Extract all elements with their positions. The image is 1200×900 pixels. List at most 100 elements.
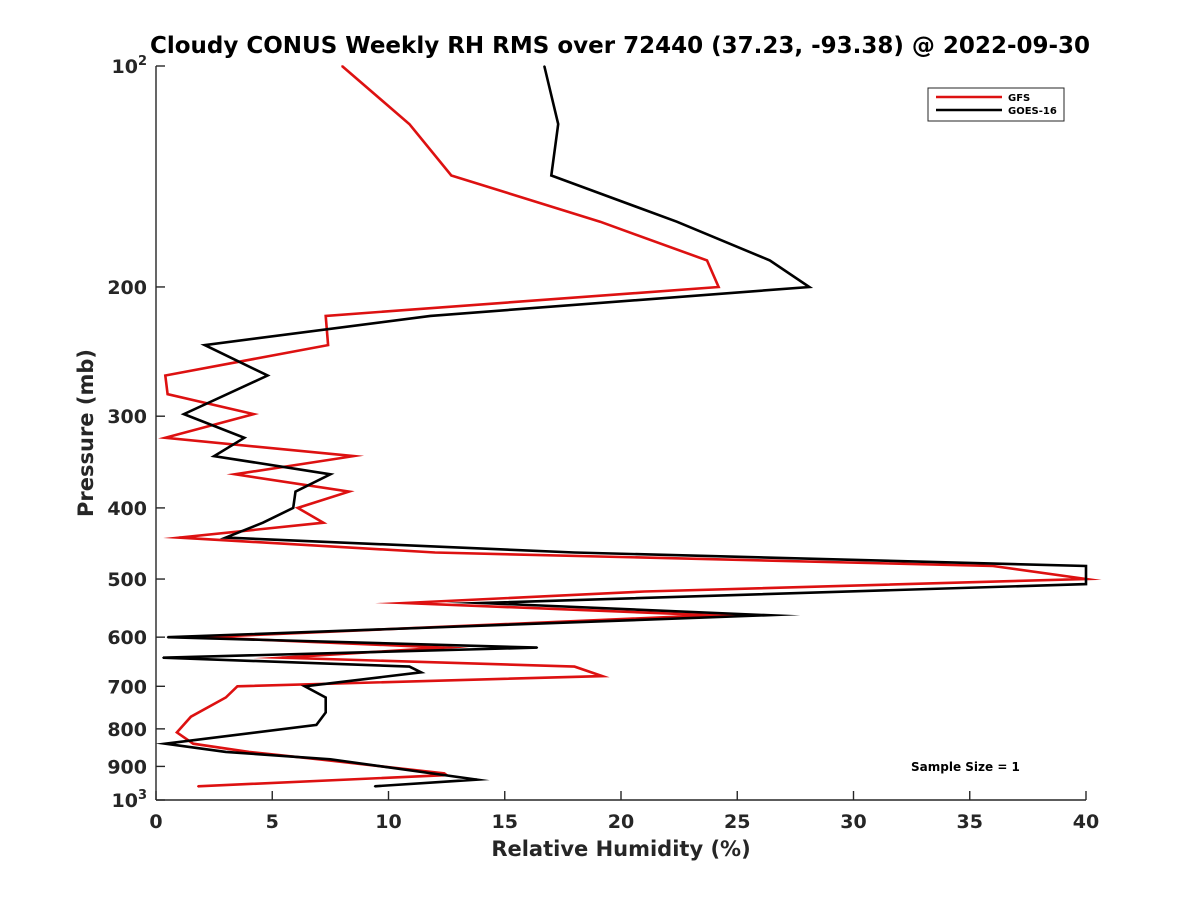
x-tick-label-30: 30: [840, 811, 866, 833]
data-point-gfs-13: [234, 473, 236, 476]
data-point-goes16-3: [676, 220, 678, 223]
chart-title: Cloudy CONUS Weekly RH RMS over 72440 (3…: [150, 33, 1090, 59]
series-line-goes16: [155, 65, 1088, 788]
data-point-gfs-23: [710, 614, 713, 616]
ticks-layer: 0 5 10 15 20 25 30 35 40 102 200 300 400 500 600 700 800…: [107, 54, 1099, 833]
data-point-gfs-3: [599, 220, 601, 223]
data-point-goes16-1: [557, 123, 559, 125]
x-tick-label-15: 15: [492, 811, 518, 833]
data-point-goes16-5: [808, 286, 811, 288]
data-point-gfs-33: [192, 742, 194, 745]
x-tick-label-35: 35: [957, 811, 983, 833]
series-line-gfs: [158, 65, 1102, 788]
data-point-gfs-38: [197, 785, 199, 788]
y-tick-label-100: 102: [112, 54, 148, 78]
data-point-goes16-17: [573, 551, 576, 554]
y-tick-label-200: 200: [107, 277, 147, 299]
data-point-goes16-10: [243, 437, 246, 439]
data-point-goes16-6: [429, 315, 432, 317]
x-axis-label: Relative Humidity (%): [491, 837, 750, 861]
data-point-gfs-2: [450, 174, 453, 177]
x-tick-label-20: 20: [608, 811, 634, 833]
data-point-goes16-9: [183, 413, 185, 415]
data-point-gfs-31: [190, 715, 192, 718]
data-point-goes16-23: [536, 646, 539, 649]
legend-label-goes16: GOES-16: [1008, 106, 1057, 117]
data-point-gfs-7: [327, 344, 329, 346]
y-tick-label-1000: 103: [112, 788, 148, 812]
data-point-gfs-28: [601, 675, 604, 677]
data-point-gfs-1: [408, 123, 411, 125]
data-point-gfs-17: [178, 536, 181, 539]
legend: GFS GOES-16: [927, 87, 1065, 122]
data-point-gfs-11: [164, 437, 167, 439]
data-point-goes16-26: [420, 671, 422, 674]
axes-layer: [155, 66, 1086, 801]
data-point-goes16-4: [769, 259, 771, 262]
data-point-gfs-8: [164, 374, 167, 377]
data-point-goes16-24: [162, 656, 164, 659]
data-point-goes16-31: [164, 742, 167, 745]
data-point-gfs-5: [717, 286, 720, 288]
data-point-gfs-6: [324, 315, 327, 317]
y-tick-label-800: 800: [107, 719, 147, 741]
sample-size-annotation: Sample Size = 1: [911, 760, 1020, 774]
data-point-goes16-34: [476, 778, 478, 781]
data-point-goes16-33: [329, 758, 332, 761]
data-point-gfs-15: [297, 507, 299, 509]
legend-label-gfs: GFS: [1008, 93, 1030, 104]
data-point-goes16-30: [315, 724, 318, 726]
data-point-goes16-20: [480, 602, 483, 604]
data-point-goes16-22: [166, 636, 169, 638]
data-point-goes16-29: [324, 711, 327, 714]
x-tick-label-10: 10: [375, 811, 401, 833]
y-tick-label-300: 300: [107, 406, 147, 428]
data-point-gfs-12: [352, 455, 355, 457]
data-point-goes16-15: [262, 521, 264, 524]
data-point-gfs-9: [166, 393, 169, 396]
y-tick-label-700: 700: [107, 676, 147, 698]
data-point-gfs-30: [225, 696, 227, 699]
data-point-goes16-28: [324, 696, 327, 699]
data-point-gfs-4: [706, 259, 708, 262]
data-point-gfs-26: [280, 656, 283, 659]
data-point-goes16-35: [373, 785, 376, 788]
data-point-goes16-21: [766, 614, 769, 616]
y-tick-label-400: 400: [107, 498, 147, 520]
y-axis-label: Pressure (mb): [74, 349, 98, 517]
data-point-gfs-29: [236, 685, 239, 688]
data-point-goes16-0: [543, 65, 546, 67]
y-tick-label-500: 500: [107, 569, 147, 591]
data-point-gfs-14: [348, 490, 350, 493]
data-point-goes16-13: [294, 490, 297, 493]
x-tick-label-5: 5: [266, 811, 279, 833]
data-point-gfs-25: [443, 646, 446, 649]
data-point-goes16-19: [1085, 583, 1087, 585]
data-point-goes16-2: [550, 174, 553, 177]
data-point-goes16-18: [1085, 565, 1087, 567]
data-point-goes16-27: [304, 685, 306, 688]
data-point-goes16-7: [204, 344, 206, 346]
data-point-gfs-16: [322, 521, 325, 524]
legend-box: [927, 87, 1065, 122]
data-point-goes16-11: [213, 455, 215, 457]
data-point-gfs-0: [341, 65, 343, 67]
series-layer: [155, 65, 1102, 788]
x-tick-label-25: 25: [724, 811, 750, 833]
data-point-gfs-19: [992, 565, 994, 567]
y-tick-label-600: 600: [107, 627, 147, 649]
data-point-gfs-21: [643, 590, 646, 593]
data-point-goes16-32: [225, 751, 227, 753]
data-point-goes16-14: [292, 507, 295, 509]
data-point-gfs-32: [176, 731, 178, 734]
y-tick-label-900: 900: [107, 756, 147, 778]
data-point-goes16-25: [408, 665, 411, 668]
data-point-gfs-27: [573, 665, 576, 668]
data-point-goes16-12: [329, 473, 332, 476]
data-point-gfs-10: [252, 413, 255, 415]
data-point-gfs-18: [434, 551, 436, 554]
x-tick-label-40: 40: [1073, 811, 1099, 833]
data-point-goes16-16: [225, 536, 227, 539]
x-tick-label-0: 0: [149, 811, 162, 833]
